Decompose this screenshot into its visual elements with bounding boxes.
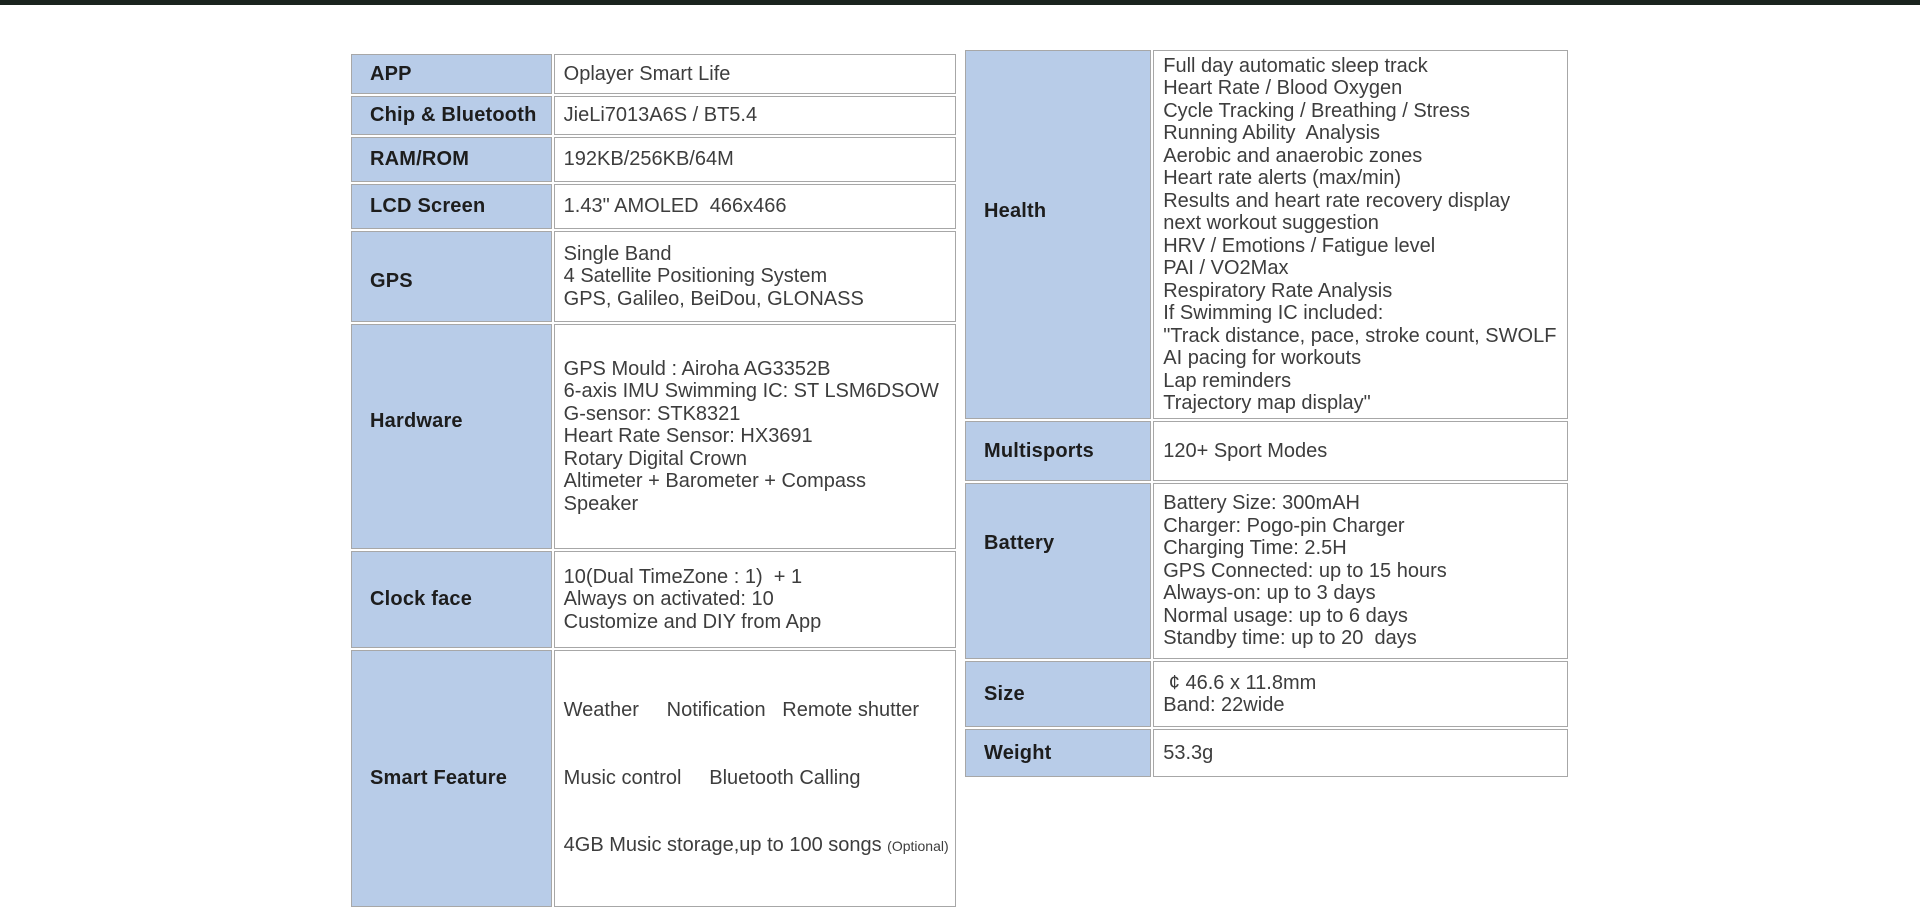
spec-label-ram-rom: RAM/ROM xyxy=(351,137,552,182)
top-border-bar xyxy=(0,0,1920,5)
spec-label-lcd-screen: LCD Screen xyxy=(351,184,552,229)
spec-label-battery: Battery xyxy=(965,483,1152,659)
spec-value-battery: Battery Size: 300mAH Charger: Pogo-pin C… xyxy=(1153,483,1568,659)
spec-label-hardware: Hardware xyxy=(351,324,552,549)
spec-value-chip-bluetooth: JieLi7013A6S / BT5.4 xyxy=(553,96,956,135)
spec-value-app: Oplayer Smart Life xyxy=(553,54,956,94)
right-spec-table: Health Full day automatic sleep track He… xyxy=(963,48,1570,779)
spec-value-multisports: 120+ Sport Modes xyxy=(1153,421,1568,481)
spec-label-weight: Weight xyxy=(965,729,1152,777)
smart-feature-line-1: Weather Notification Remote shutter xyxy=(563,699,919,721)
spec-label-chip-bluetooth: Chip & Bluetooth xyxy=(351,96,552,135)
spec-value-smart-feature: Weather Notification Remote shutter Musi… xyxy=(553,650,956,907)
spec-label-health: Health xyxy=(965,50,1152,419)
spec-value-lcd-screen: 1.43" AMOLED 466x466 xyxy=(553,184,956,229)
spec-label-multisports: Multisports xyxy=(965,421,1152,481)
smart-feature-line-3: 4GB Music storage,up to 100 songs (Optio… xyxy=(564,834,949,858)
smart-feature-line-3-text: 4GB Music storage,up to 100 songs xyxy=(563,834,888,856)
smart-feature-optional-note: (Optional) xyxy=(887,838,949,854)
spec-value-size: ¢ 46.6 x 11.8mm Band: 22wide xyxy=(1153,661,1568,727)
spec-label-size: Size xyxy=(965,661,1152,727)
left-spec-table: APP Oplayer Smart Life Chip & Bluetooth … xyxy=(349,52,958,909)
spec-value-health: Full day automatic sleep track Heart Rat… xyxy=(1153,50,1568,419)
spec-label-clock-face: Clock face xyxy=(351,551,552,648)
spec-label-app: APP xyxy=(351,54,552,94)
spec-value-hardware: GPS Mould : Airoha AG3352B 6-axis IMU Sw… xyxy=(553,324,956,549)
spec-label-gps: GPS xyxy=(351,231,552,322)
smart-feature-line-2: Music control Bluetooth Calling xyxy=(563,766,861,789)
spec-value-gps: Single Band 4 Satellite Positioning Syst… xyxy=(553,231,956,322)
spec-value-ram-rom: 192KB/256KB/64M xyxy=(553,137,956,182)
spec-value-weight: 53.3g xyxy=(1153,729,1568,777)
spec-value-clock-face: 10(Dual TimeZone : 1) + 1 Always on acti… xyxy=(553,551,956,648)
spec-label-smart-feature: Smart Feature xyxy=(351,650,552,907)
